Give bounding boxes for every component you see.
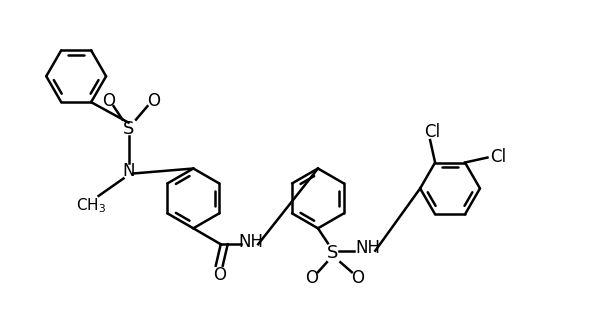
Text: O: O <box>102 92 115 110</box>
Text: O: O <box>352 269 364 287</box>
Text: N: N <box>122 162 135 180</box>
Text: NH: NH <box>355 239 380 257</box>
Text: Cl: Cl <box>490 147 507 165</box>
Text: S: S <box>327 244 338 262</box>
Text: NH: NH <box>238 233 263 251</box>
Text: Cl: Cl <box>424 123 441 141</box>
Text: O: O <box>213 266 226 284</box>
Text: O: O <box>147 92 160 110</box>
Text: O: O <box>305 269 319 287</box>
Text: S: S <box>123 120 134 138</box>
Text: CH$_3$: CH$_3$ <box>76 197 106 215</box>
